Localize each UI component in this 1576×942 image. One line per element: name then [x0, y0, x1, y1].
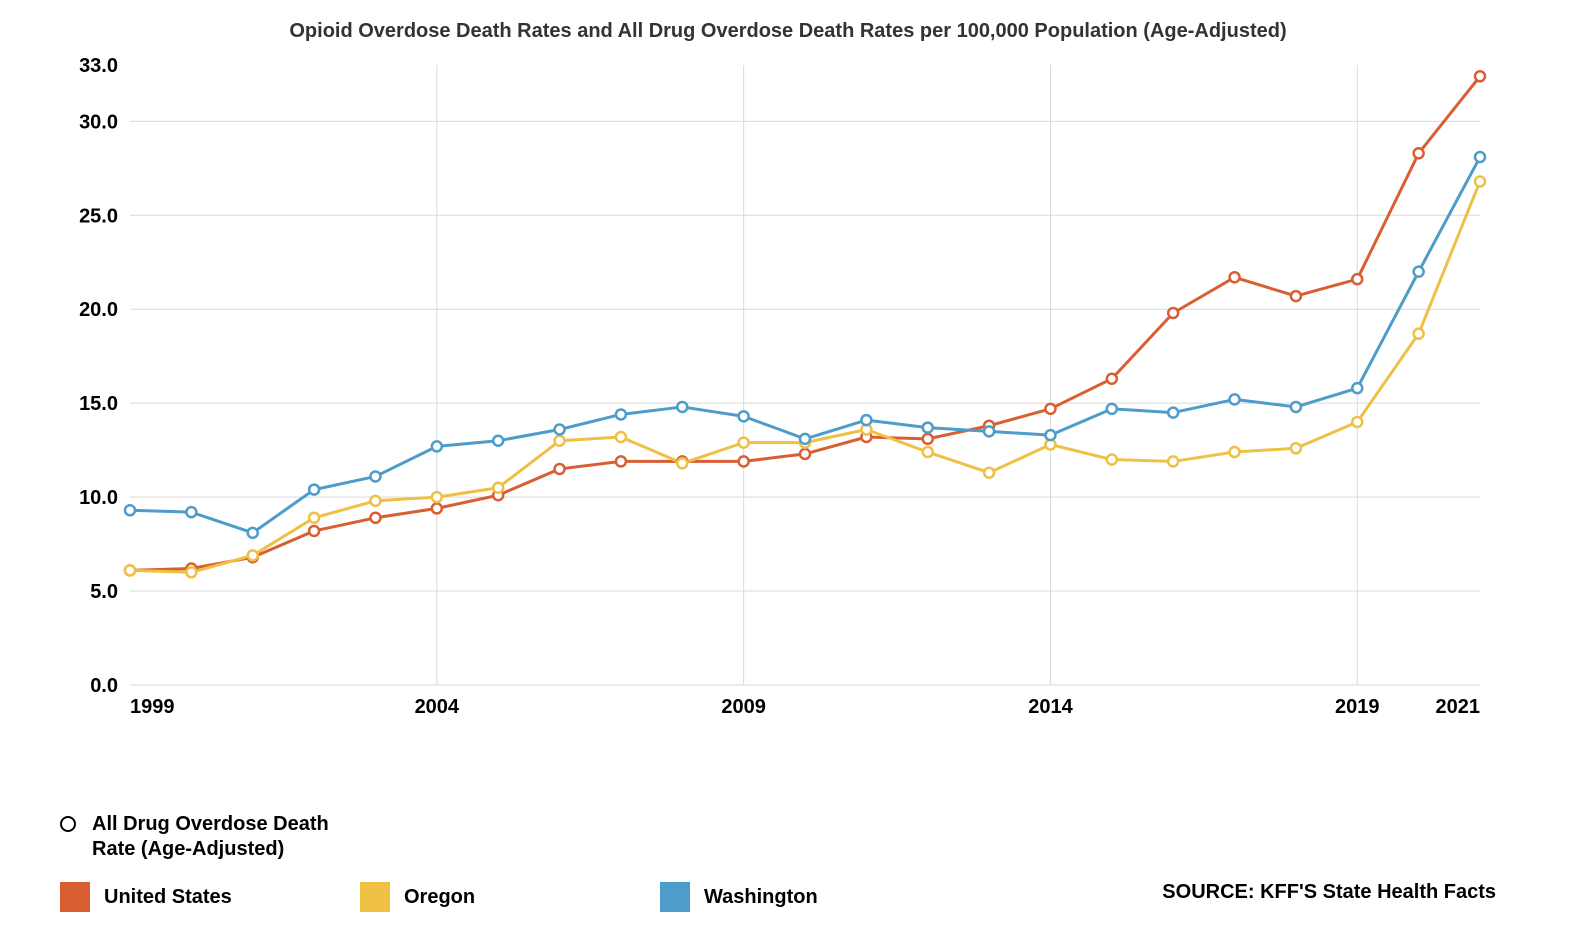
svg-text:2014: 2014	[1028, 696, 1073, 718]
legend-item-washington: Washington	[660, 882, 960, 912]
svg-text:15.0: 15.0	[79, 393, 118, 415]
svg-text:2021: 2021	[1436, 696, 1481, 718]
legend-marker-circle-icon	[60, 816, 76, 832]
svg-text:2004: 2004	[415, 696, 460, 718]
svg-text:25.0: 25.0	[79, 205, 118, 227]
source-attribution: SOURCE: KFF'S State Health Facts	[1162, 881, 1496, 904]
svg-text:33.0: 33.0	[79, 55, 118, 77]
svg-text:20.0: 20.0	[79, 299, 118, 321]
svg-text:0.0: 0.0	[90, 675, 118, 697]
legend-swatch-icon	[60, 882, 90, 912]
svg-text:10.0: 10.0	[79, 487, 118, 509]
svg-text:2009: 2009	[721, 696, 766, 718]
legend-item-label: United States	[104, 886, 232, 909]
svg-text:2019: 2019	[1335, 696, 1380, 718]
legend-marker-row: All Drug Overdose Death Rate (Age-Adjust…	[60, 812, 1516, 862]
page: Opioid Overdose Death Rates and All Drug…	[0, 0, 1576, 942]
legend-item-label: Washington	[704, 886, 818, 909]
chart-title: Opioid Overdose Death Rates and All Drug…	[0, 20, 1576, 43]
legend-item-label: Oregon	[404, 886, 475, 909]
legend-swatch-icon	[360, 882, 390, 912]
legend-item-united-states: United States	[60, 882, 360, 912]
legend-item-oregon: Oregon	[360, 882, 660, 912]
svg-text:1999: 1999	[130, 696, 175, 718]
legend-marker-label: All Drug Overdose Death Rate (Age-Adjust…	[92, 812, 372, 862]
line-chart: 0.0 5.0 10.0 15.0 20.0 25.0 30.0 33.0 1999 2004 20…	[60, 55, 1516, 735]
svg-text:30.0: 30.0	[79, 111, 118, 133]
legend-swatch-icon	[660, 882, 690, 912]
svg-text:5.0: 5.0	[90, 581, 118, 603]
